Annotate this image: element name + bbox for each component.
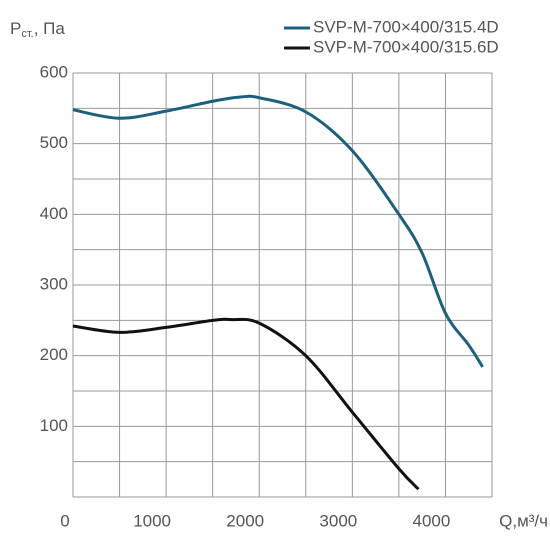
x-axis-label: Q,м³/ч: [499, 511, 548, 530]
y-label-sub: ст.: [21, 28, 33, 40]
series-line: [72, 317, 420, 491]
x-tick-label: 3000: [319, 511, 357, 530]
x-tick-label: 4000: [413, 511, 451, 530]
y-label-unit: , Па: [34, 19, 66, 38]
series-line: [72, 94, 484, 368]
y-axis-label: Pст., Па: [10, 19, 65, 39]
x-tick-label: 0: [60, 511, 69, 530]
y-tick-label: 200: [40, 345, 68, 364]
y-tick-label: 300: [40, 274, 68, 293]
x-tick-label: 1000: [133, 511, 171, 530]
y-tick-label: 500: [40, 133, 68, 152]
legend-label: SVP-M-700×400/315.6D: [313, 37, 499, 56]
y-tick-label: 100: [40, 416, 68, 435]
legend-label: SVP-M-700×400/315.4D: [313, 17, 499, 36]
y-label-main: P: [10, 19, 21, 38]
y-tick-label: 400: [40, 204, 68, 223]
y-tick-label: 600: [40, 62, 68, 81]
x-tick-label: 2000: [226, 511, 264, 530]
